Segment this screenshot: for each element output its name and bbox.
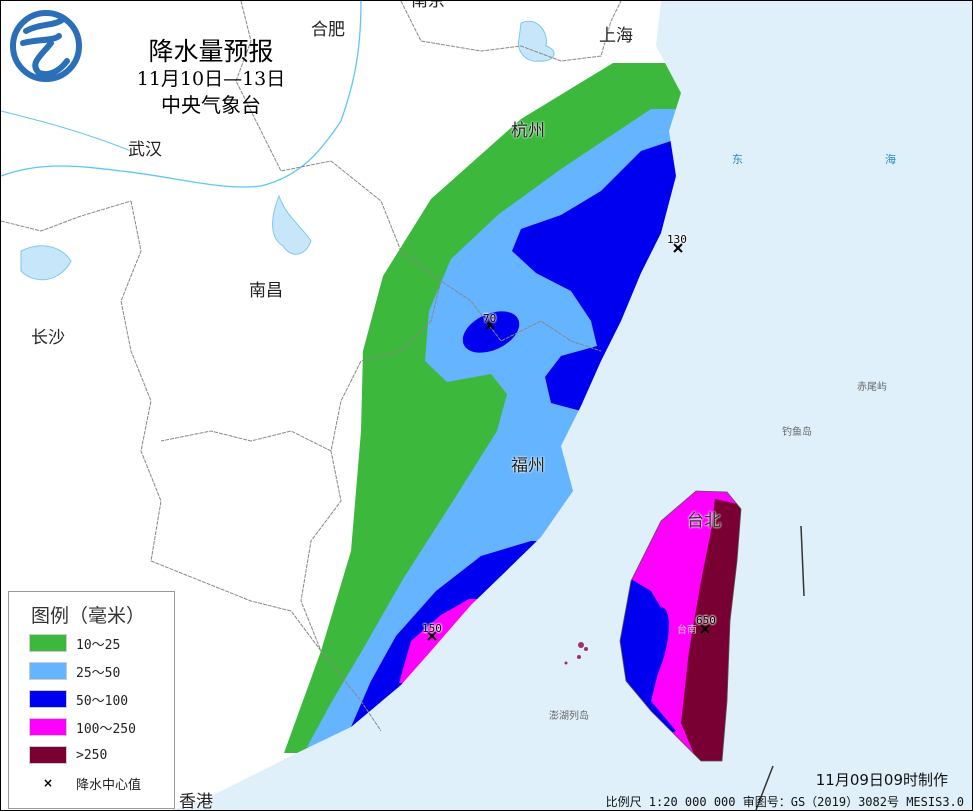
legend-item: >250: [29, 745, 107, 765]
city-nanjing: 南京: [411, 0, 445, 11]
legend-swatch: [29, 718, 67, 736]
sea-label-dong: 东: [732, 153, 743, 166]
legend: 图例（毫米） 10～25 25～50 50～100 100～250 >250 ×…: [8, 591, 175, 809]
rain-center-value: 150: [422, 622, 442, 635]
forecast-period: 11月10日—13日: [136, 68, 286, 90]
sea-label-hai: 海: [885, 153, 896, 166]
lake-poyang: [272, 194, 312, 255]
legend-item: 10～25: [29, 633, 120, 653]
city-shanghai: 上海: [599, 26, 633, 46]
legend-swatch: [29, 690, 67, 708]
legend-swatch: [29, 662, 67, 680]
city-taipei: 台北: [687, 511, 721, 531]
penghu-islands: [564, 642, 588, 665]
production-time: 11月09日09时制作: [815, 771, 948, 789]
river-han: [1, 110, 132, 152]
legend-label: 100～250: [76, 721, 136, 737]
legend-label: 10～25: [76, 637, 121, 653]
legend-item: 50～100: [29, 689, 128, 709]
lake-dongting: [20, 245, 72, 281]
taiwan-coast: [619, 490, 742, 762]
rain-center-markers: [427, 243, 710, 641]
boundary-line-south: [755, 765, 774, 810]
legend-item: 100～250: [29, 717, 136, 737]
legend-label: 降水中心值: [76, 777, 142, 793]
scale-and-approval: 比例尺 1:20 000 000 审图号：GS（2019）3082号 MESIS…: [605, 795, 964, 809]
rain-center-value: 70: [483, 312, 497, 325]
issuer: 中央气象台: [161, 93, 261, 117]
island-chiweiyu: 赤尾屿: [857, 382, 887, 393]
rain-center-value: 650: [696, 614, 716, 627]
legend-item-center: × 降水中心值: [29, 773, 141, 793]
sea: [171, 1, 972, 810]
legend-swatch: [29, 746, 67, 764]
x-marker-icon: ×: [42, 776, 54, 790]
island-diaoyudao: 钓鱼岛: [782, 427, 812, 438]
city-tainan: 台南: [677, 625, 697, 636]
province-boundaries: [1, 1, 622, 732]
legend-item: 25～50: [29, 661, 120, 681]
legend-swatch: [29, 634, 67, 652]
city-hongkong: 香港: [179, 792, 213, 811]
legend-title: 图例（毫米）: [31, 605, 146, 627]
lake-taihu: [517, 20, 555, 62]
city-hefei: 合肥: [311, 20, 345, 40]
city-changsha: 长沙: [31, 328, 65, 348]
city-wuhan: 武汉: [128, 140, 162, 160]
legend-label: 50～100: [76, 693, 129, 709]
legend-label: >250: [76, 747, 108, 763]
boundary-line-east: [800, 525, 805, 597]
map-title: 降水量预报: [148, 37, 274, 66]
city-nanchang: 南昌: [249, 281, 283, 301]
island-penghu: 澎湖列岛: [549, 711, 589, 722]
city-hangzhou: 杭州: [511, 121, 545, 141]
legend-label: 25～50: [76, 665, 121, 681]
cma-logo-icon: [10, 10, 82, 82]
rain-center-value: 130: [667, 233, 687, 246]
river-yangtze: [1, 1, 362, 188]
rain-band-50-100-center: [462, 311, 520, 353]
map-title-block: 降水量预报 11月10日—13日 中央气象台: [121, 39, 301, 115]
city-fuzhou: 福州: [511, 456, 545, 476]
